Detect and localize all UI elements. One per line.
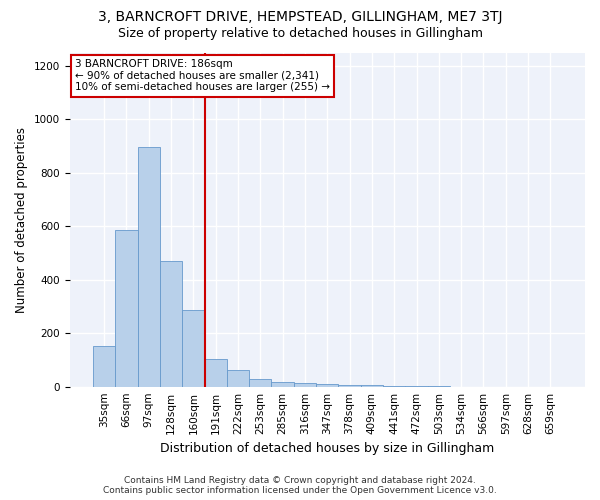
Bar [338, 384, 361, 386]
Bar [115, 230, 137, 386]
Y-axis label: Number of detached properties: Number of detached properties [15, 126, 28, 312]
Bar [160, 261, 182, 386]
Bar [316, 384, 338, 386]
Bar [294, 383, 316, 386]
Bar [271, 382, 294, 386]
Text: Contains HM Land Registry data © Crown copyright and database right 2024.
Contai: Contains HM Land Registry data © Crown c… [103, 476, 497, 495]
Bar [249, 379, 271, 386]
Text: 3 BARNCROFT DRIVE: 186sqm
← 90% of detached houses are smaller (2,341)
10% of se: 3 BARNCROFT DRIVE: 186sqm ← 90% of detac… [74, 59, 329, 92]
Text: Size of property relative to detached houses in Gillingham: Size of property relative to detached ho… [118, 28, 482, 40]
X-axis label: Distribution of detached houses by size in Gillingham: Distribution of detached houses by size … [160, 442, 494, 455]
Text: 3, BARNCROFT DRIVE, HEMPSTEAD, GILLINGHAM, ME7 3TJ: 3, BARNCROFT DRIVE, HEMPSTEAD, GILLINGHA… [98, 10, 502, 24]
Bar [137, 148, 160, 386]
Bar [93, 346, 115, 387]
Bar [205, 360, 227, 386]
Bar [182, 310, 205, 386]
Bar [227, 370, 249, 386]
